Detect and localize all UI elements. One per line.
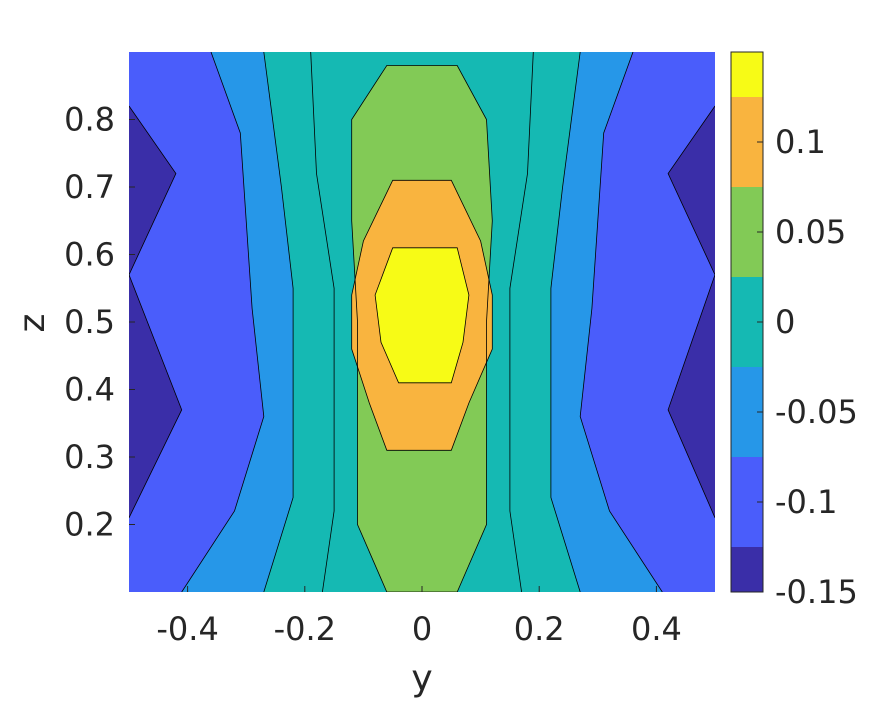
contour-line-3 [667, 105, 715, 275]
contour-line-6 [263, 52, 294, 592]
contour-line-12 [374, 247, 470, 384]
x-tick-label: 0.4 [631, 610, 682, 648]
x-axis-ticks: -0.4 -0.2 0 0.2 0.4 [156, 586, 682, 648]
contour-line-2 [667, 274, 715, 518]
y-tick-label: 0.7 [64, 168, 115, 206]
x-tick-label: -0.2 [274, 610, 336, 648]
y-tick-label: 0.5 [64, 303, 115, 341]
y-axis-ticks: 0.2 0.3 0.4 0.5 0.6 0.7 0.8 [64, 101, 135, 544]
x-tick-label: 0 [412, 610, 432, 648]
colorbar-tick-label: 0.1 [775, 123, 826, 161]
contour-band-dark-left-top [129, 106, 176, 275]
contour-line-0 [129, 274, 183, 518]
contour-band-yellow [375, 247, 469, 383]
colorbar-tick-label: -0.15 [775, 573, 858, 611]
contour-line-5 [579, 52, 663, 592]
y-tick-label: 0.2 [64, 506, 115, 544]
contour-line-9 [509, 52, 534, 592]
plot-area [129, 52, 715, 592]
y-axis-label: z [12, 314, 53, 333]
contour-band-dark-right-top [668, 106, 715, 275]
colorbar-tick-label: -0.1 [775, 483, 837, 521]
colorbar-tick-label: 0 [775, 303, 795, 341]
x-tick-label: 0.2 [514, 610, 565, 648]
x-tick-label: -0.4 [156, 610, 218, 648]
contour-line-8 [310, 52, 335, 592]
colorbar-segment [731, 52, 763, 97]
contour-line-1 [129, 105, 177, 275]
contour-line-11 [351, 179, 493, 451]
contour-line-10 [351, 65, 493, 592]
contour-line-7 [550, 52, 581, 592]
colorbar-tick-label: -0.05 [775, 393, 858, 431]
colorbar-tick-label: 0.05 [775, 213, 846, 251]
y-tick-label: 0.6 [64, 236, 115, 274]
colorbar-segment [731, 547, 763, 592]
x-axis-label: y [411, 658, 432, 699]
y-tick-label: 0.3 [64, 438, 115, 476]
y-tick-label: 0.8 [64, 101, 115, 139]
y-tick-label: 0.4 [64, 371, 115, 409]
colorbar-ticks: -0.15 -0.1 -0.05 0 0.05 0.1 [757, 123, 858, 611]
contour-line-4 [181, 52, 265, 592]
contour-band-dark-left [129, 274, 182, 518]
contour-band-dark-right [668, 274, 715, 518]
